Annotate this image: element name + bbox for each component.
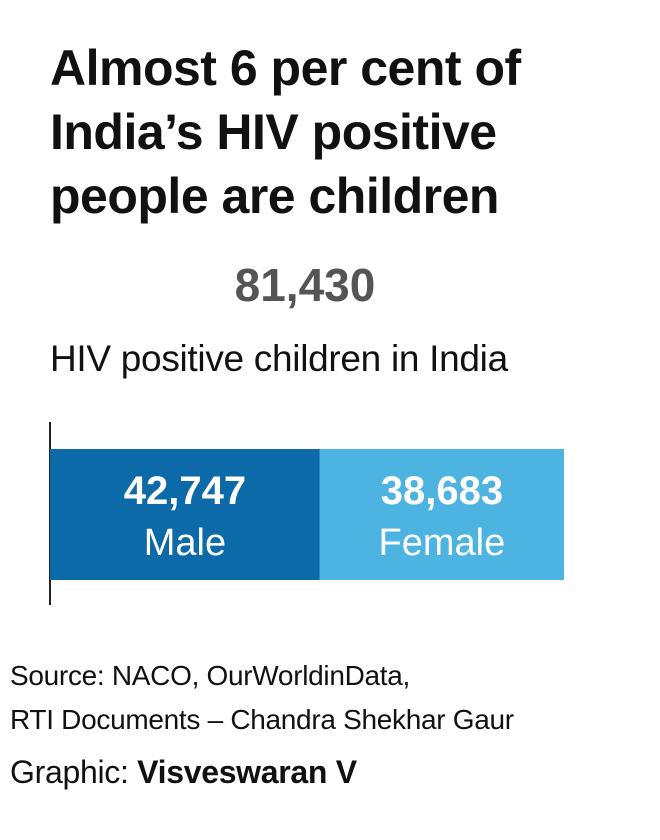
source-line: RTI Documents – Chandra Shekhar Gaur	[10, 704, 514, 735]
bar-segment-female	[319, 449, 564, 580]
credit-name: Visveswaran V	[137, 754, 357, 790]
bar-segment-male	[50, 449, 320, 580]
bar-category-label: Male	[144, 522, 226, 564]
total-value: 81,430	[234, 259, 376, 311]
title-line: India’s HIV positive	[50, 104, 497, 160]
bar-value-label: 42,747	[124, 469, 246, 513]
bar-segments: 42,747 Male 38,683 Female	[50, 449, 564, 580]
bar-value-label: 38,683	[381, 469, 503, 513]
total-caption: HIV positive children in India	[50, 338, 508, 379]
graphic-credit: Graphic: Visveswaran V	[10, 754, 357, 791]
credit-prefix: Graphic:	[10, 754, 138, 790]
chart-title: Almost 6 per cent of India’s HIV positiv…	[50, 36, 640, 228]
title-line: Almost 6 per cent of	[50, 40, 521, 96]
source-line: Source: NACO, OurWorldinData,	[10, 660, 411, 691]
title-line: people are children	[50, 168, 499, 224]
source-note: Source: NACO, OurWorldinData, RTI Docume…	[10, 654, 650, 742]
bar-category-label: Female	[379, 522, 506, 564]
